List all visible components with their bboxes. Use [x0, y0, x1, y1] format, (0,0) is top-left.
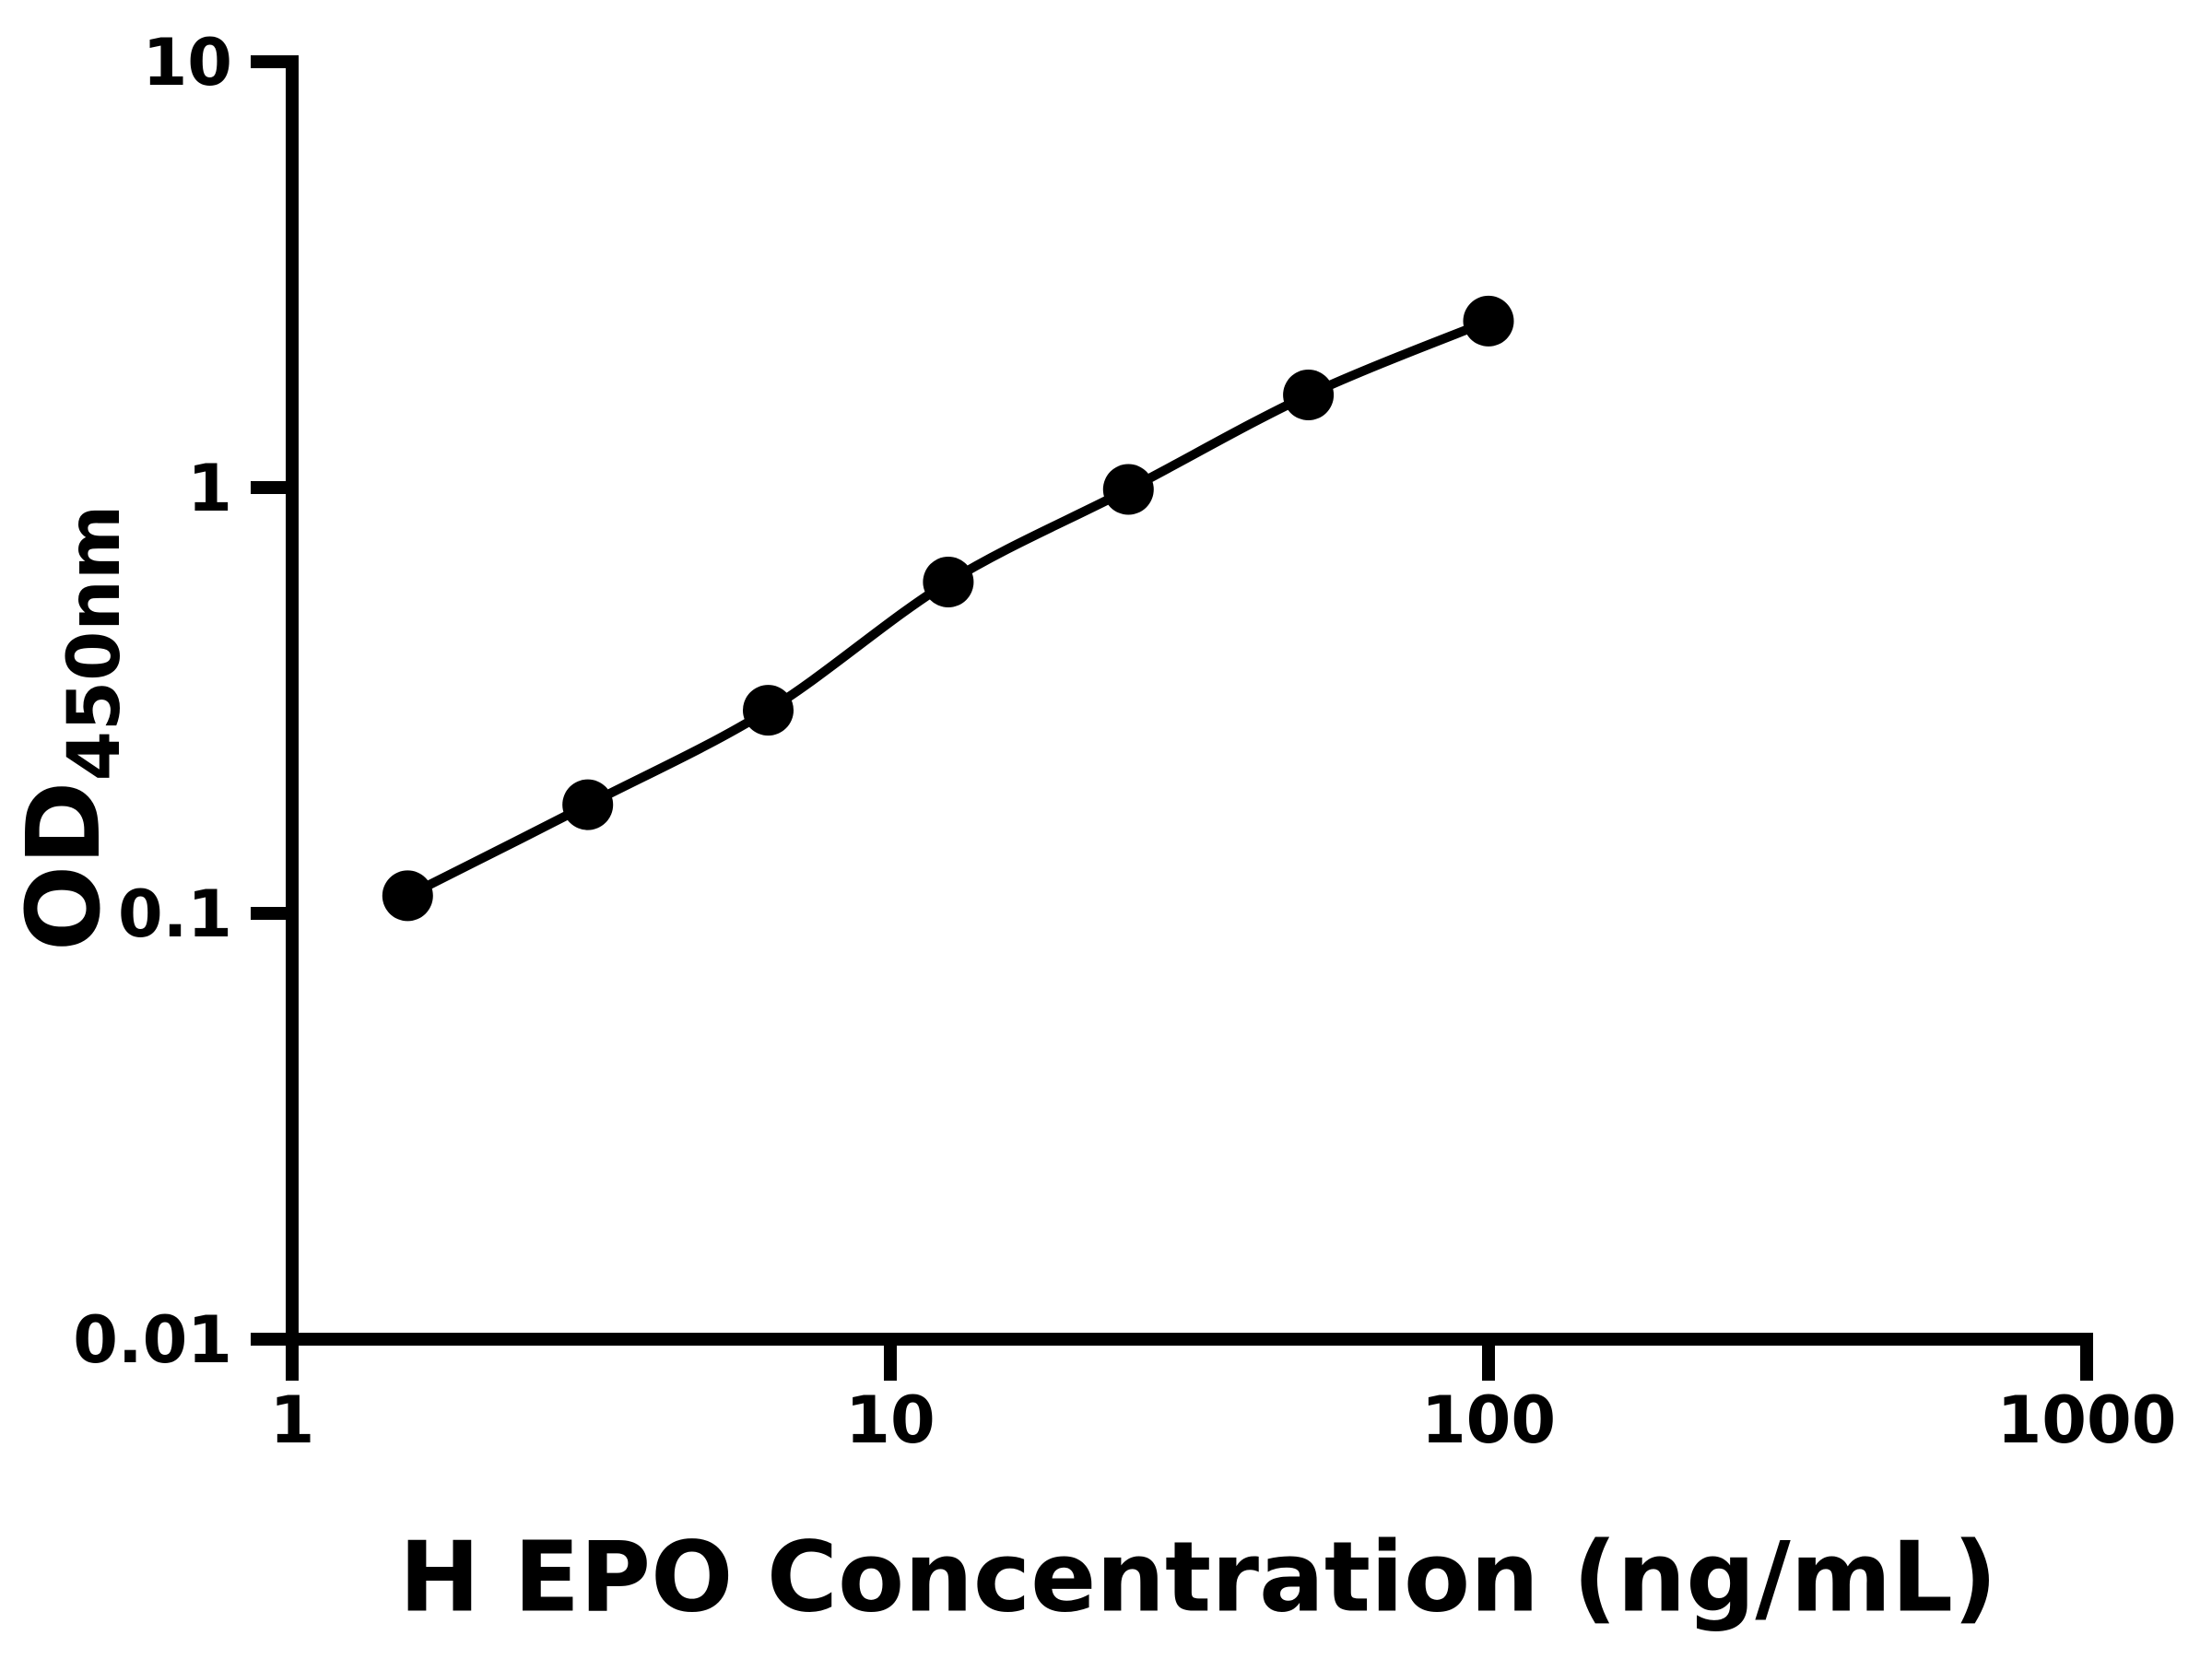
y-axis-title-main: OD [5, 781, 123, 952]
data-point-marker [1283, 370, 1335, 420]
data-point-marker [1102, 464, 1154, 515]
data-point-marker [1463, 295, 1514, 347]
data-point-marker [562, 779, 614, 830]
x-axis-title: H EPO Concentration (ng/mL) [398, 1521, 1998, 1634]
x-tick-label: 10 [845, 1382, 935, 1458]
y-tick-label: 10 [143, 25, 232, 100]
axis-spine [286, 55, 2093, 1346]
y-tick-label: 0.1 [118, 877, 232, 952]
y-tick-label: 0.01 [73, 1302, 232, 1378]
x-tick-label: 1000 [1997, 1382, 2177, 1458]
data-point-marker [923, 557, 974, 607]
data-point-marker [743, 685, 794, 736]
y-axis-title: OD450nm [5, 505, 136, 951]
x-tick-label: 100 [1421, 1382, 1556, 1458]
x-tick-label: 1 [270, 1382, 315, 1458]
y-tick-label: 1 [187, 451, 232, 526]
data-point-marker [382, 870, 433, 922]
y-axis-title-subscript: 450nm [53, 504, 136, 782]
